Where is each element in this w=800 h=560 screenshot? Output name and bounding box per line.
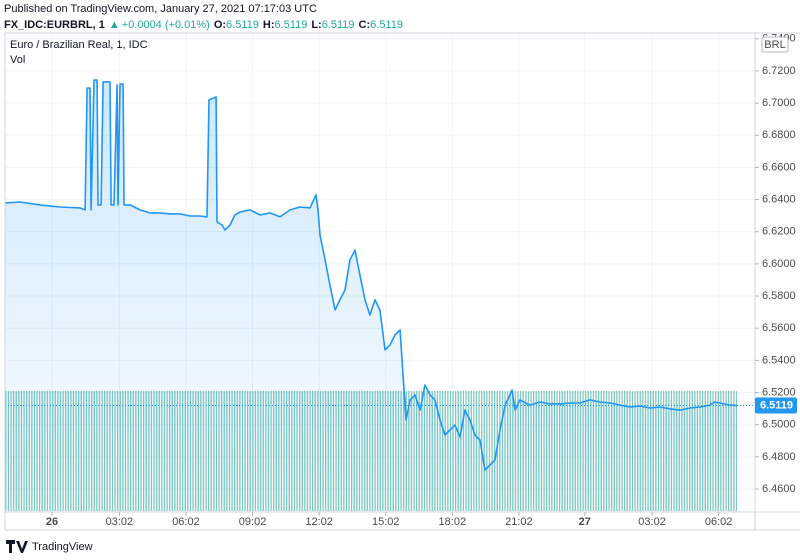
high-value: 6.5119 xyxy=(274,19,307,31)
y-tick-label: 6.5800 xyxy=(762,290,796,302)
x-tick-label: 15:02 xyxy=(372,516,400,528)
logo xyxy=(6,540,28,553)
axes: 6.4600 6.4800 6.5000 6.5200 6.5400 6.5600 6.58… xyxy=(46,33,797,528)
x-tick-label: 03:02 xyxy=(638,516,666,528)
last-price-label: 6.5119 xyxy=(760,399,793,411)
high-label: H: xyxy=(263,19,275,31)
source-line: Published on TradingView.com, January 27… xyxy=(4,3,317,15)
y-tick-label: 6.5600 xyxy=(762,322,796,334)
brand: TradingView xyxy=(32,541,93,553)
low-label: L: xyxy=(311,19,321,31)
y-tick-label: 6.6000 xyxy=(762,258,796,270)
y-tick-label: 6.5000 xyxy=(762,419,796,431)
volume-label: Vol xyxy=(10,54,25,66)
x-tick-label: 09:02 xyxy=(239,516,267,528)
open-label: O: xyxy=(214,19,226,31)
close-value: 6.5119 xyxy=(370,19,403,31)
symbol: FX_IDC:EURBRL, 1 xyxy=(4,19,105,31)
close-label: C: xyxy=(359,19,371,31)
y-tick-label: 6.6200 xyxy=(762,226,796,238)
y-tick-label: 6.6800 xyxy=(762,129,796,141)
y-tick-label: 6.4800 xyxy=(762,451,796,463)
plot xyxy=(4,79,755,512)
currency: BRL xyxy=(764,39,785,51)
y-tick-label: 6.6600 xyxy=(762,161,796,173)
y-tick-label: 6.5400 xyxy=(762,354,796,366)
open-value: 6.5119 xyxy=(226,19,259,31)
x-tick-label: 12:02 xyxy=(305,516,333,528)
y-tick-label: 6.4600 xyxy=(762,483,796,495)
up-arrow: ▲ xyxy=(109,19,120,31)
symbol-line: FX_IDC:EURBRL, 1 ▲ +0.0004 (+0.01%) O:6.511… xyxy=(4,19,403,31)
y-tick-label: 6.7000 xyxy=(762,97,796,109)
x-tick-label: 03:02 xyxy=(106,516,134,528)
x-tick-label: 26 xyxy=(46,516,58,528)
price-line xyxy=(4,79,738,471)
x-tick-label: 21:02 xyxy=(505,516,533,528)
x-tick-label: 06:02 xyxy=(172,516,200,528)
y-tick-label: 6.7200 xyxy=(762,65,796,77)
y-tick-label: 6.5200 xyxy=(762,386,796,398)
x-tick-label: 06:02 xyxy=(705,516,733,528)
chart-title: Euro / Brazilian Real, 1, IDC xyxy=(10,39,148,51)
last-price-tag xyxy=(755,397,797,414)
change: +0.0004 (+0.01%) xyxy=(122,19,210,31)
x-tick-label: 18:02 xyxy=(439,516,467,528)
x-tick-label: 27 xyxy=(579,516,591,528)
y-tick-label: 6.6400 xyxy=(762,193,796,205)
low-value: 6.5119 xyxy=(322,19,355,31)
currency-box xyxy=(761,36,789,53)
